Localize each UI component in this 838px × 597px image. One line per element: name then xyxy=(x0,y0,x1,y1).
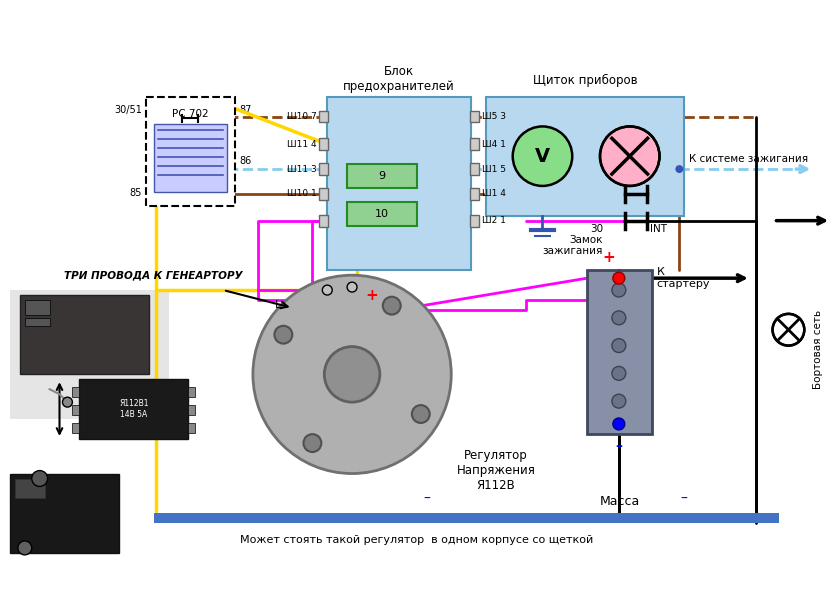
Text: ТРИ ПРОВОДА К ГЕНЕАРТОРУ: ТРИ ПРОВОДА К ГЕНЕАРТОРУ xyxy=(65,270,243,280)
Bar xyxy=(25,318,49,326)
Text: Ш1 4: Ш1 4 xyxy=(482,189,506,198)
Text: Ш1 5: Ш1 5 xyxy=(482,165,506,174)
Bar xyxy=(153,124,227,192)
Bar xyxy=(319,188,328,200)
Bar xyxy=(470,215,479,227)
Bar xyxy=(10,473,119,553)
Circle shape xyxy=(612,367,626,380)
Text: 30\1: 30\1 xyxy=(580,181,603,191)
Bar xyxy=(470,110,479,122)
Bar xyxy=(347,202,416,226)
Text: Ш10 7: Ш10 7 xyxy=(287,112,317,121)
Text: Ш10 1: Ш10 1 xyxy=(287,189,317,198)
Circle shape xyxy=(347,282,357,292)
Bar xyxy=(20,295,149,374)
Text: К
стартеру: К стартеру xyxy=(656,267,710,289)
Text: Щиток приборов: Щиток приборов xyxy=(533,73,638,87)
Text: L: L xyxy=(275,300,281,310)
Text: Ш11 3: Ш11 3 xyxy=(287,165,317,174)
Circle shape xyxy=(773,314,804,346)
Circle shape xyxy=(612,283,626,297)
Circle shape xyxy=(253,275,451,473)
Circle shape xyxy=(612,311,626,325)
Text: V: V xyxy=(535,147,550,166)
Bar xyxy=(153,513,779,523)
Bar xyxy=(347,164,416,188)
Circle shape xyxy=(513,127,572,186)
Bar xyxy=(470,139,479,150)
Text: 87: 87 xyxy=(239,104,251,115)
Text: INT: INT xyxy=(649,224,666,233)
Circle shape xyxy=(63,397,72,407)
Bar xyxy=(319,163,328,175)
Text: Ш2 1: Ш2 1 xyxy=(482,216,506,225)
Circle shape xyxy=(612,394,626,408)
Text: Ш5 3: Ш5 3 xyxy=(482,112,506,121)
Circle shape xyxy=(324,347,380,402)
Text: Бортовая сеть: Бортовая сеть xyxy=(813,310,823,389)
Text: 30: 30 xyxy=(590,224,603,233)
Bar xyxy=(470,188,479,200)
Bar xyxy=(80,379,189,439)
Text: –: – xyxy=(615,439,623,453)
Text: +: + xyxy=(365,288,378,303)
Bar xyxy=(470,163,479,175)
Bar xyxy=(72,405,80,415)
Bar xyxy=(72,387,80,397)
Circle shape xyxy=(411,405,430,423)
Text: 30/51: 30/51 xyxy=(114,104,142,115)
Text: Масса: Масса xyxy=(600,496,640,508)
Circle shape xyxy=(303,434,321,452)
Text: 9: 9 xyxy=(378,171,385,181)
Text: +: + xyxy=(603,250,615,265)
Bar xyxy=(319,139,328,150)
Bar xyxy=(189,405,195,415)
Text: –: – xyxy=(680,493,688,506)
Bar xyxy=(189,423,195,433)
Bar xyxy=(319,110,328,122)
Bar xyxy=(25,300,49,315)
Text: Ш11 4: Ш11 4 xyxy=(287,140,317,149)
Circle shape xyxy=(675,165,683,173)
Text: 10: 10 xyxy=(375,209,389,219)
Bar xyxy=(146,97,235,206)
Text: Регулятор
Напряжения
Я112В: Регулятор Напряжения Я112В xyxy=(457,449,535,492)
Text: Может стоять такой регулятор  в одном корпусе со щеткой: Может стоять такой регулятор в одном кор… xyxy=(240,535,593,545)
Text: Я112В1
14В 5А: Я112В1 14В 5А xyxy=(119,399,148,418)
Text: 15\1: 15\1 xyxy=(649,181,673,191)
Circle shape xyxy=(600,127,660,186)
Circle shape xyxy=(383,297,401,315)
Text: Замок
зажигания: Замок зажигания xyxy=(542,235,603,256)
Bar xyxy=(15,479,44,498)
Text: –: – xyxy=(423,493,430,506)
Circle shape xyxy=(32,470,48,487)
Bar xyxy=(328,97,471,270)
Bar xyxy=(587,270,652,434)
Circle shape xyxy=(613,418,625,430)
Text: 86: 86 xyxy=(239,156,251,166)
Text: РС 702: РС 702 xyxy=(172,109,209,119)
Bar xyxy=(72,423,80,433)
Polygon shape xyxy=(10,290,168,419)
Text: Ш4 1: Ш4 1 xyxy=(482,140,506,149)
Text: Блок
предохранителей: Блок предохранителей xyxy=(344,65,455,93)
Text: 85: 85 xyxy=(129,188,142,198)
Bar xyxy=(189,387,195,397)
Bar xyxy=(319,215,328,227)
Circle shape xyxy=(612,338,626,353)
Circle shape xyxy=(613,272,625,284)
Bar xyxy=(486,97,685,216)
Circle shape xyxy=(274,326,292,344)
Circle shape xyxy=(323,285,332,295)
Circle shape xyxy=(18,541,32,555)
Text: К системе зажигания: К системе зажигания xyxy=(690,154,809,164)
